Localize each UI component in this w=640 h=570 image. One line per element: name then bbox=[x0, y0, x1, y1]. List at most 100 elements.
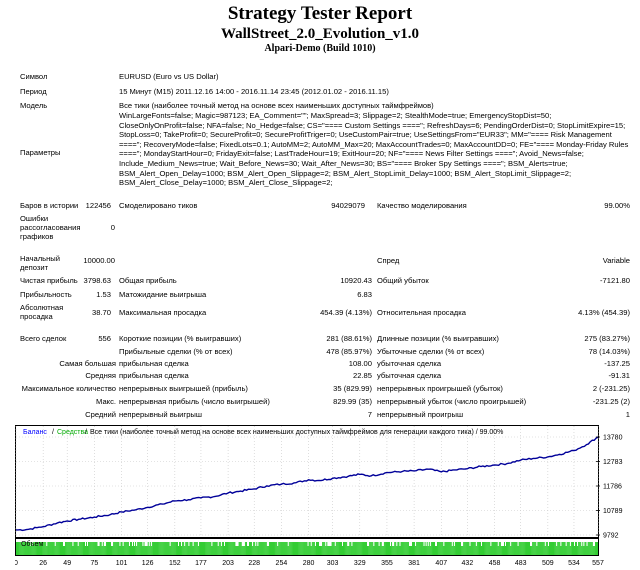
total-trades-label: Всего сделок bbox=[20, 334, 67, 343]
avg-cons-losses-value: 1 bbox=[625, 410, 630, 419]
ticks-value: 94029079 bbox=[331, 201, 365, 210]
y-tick-label: 12783 bbox=[603, 459, 623, 466]
x-tick-label: 177 bbox=[195, 560, 207, 567]
x-tick-label: 432 bbox=[462, 560, 474, 567]
x-tick-label: 329 bbox=[354, 560, 366, 567]
y-tick-label: 9792 bbox=[603, 533, 619, 540]
largest-label: Самая большая bbox=[59, 359, 116, 368]
expert-name: WallStreet_2.0_Evolution_v1.0 bbox=[220, 26, 420, 42]
x-tick-label: 355 bbox=[381, 560, 393, 567]
bars-label: Баров в истории bbox=[20, 201, 79, 210]
legend-balance: Баланс bbox=[23, 429, 47, 436]
x-tick-label: 228 bbox=[248, 560, 260, 567]
x-tick-label: 0 bbox=[15, 560, 18, 567]
rel-dd-label: Относительная просадка bbox=[377, 308, 466, 317]
errors-label: Ошибки рассогласования графиков bbox=[20, 214, 81, 241]
quality-value: 99.00% bbox=[604, 201, 630, 210]
net-profit-label: Чистая прибыль bbox=[20, 276, 78, 285]
legend-separator-1: / bbox=[52, 429, 54, 436]
x-tick-label: 49 bbox=[63, 560, 71, 567]
max-dd-label: Максимальная просадка bbox=[119, 308, 207, 317]
max-label: Макс. bbox=[96, 397, 116, 406]
loss-trades-value: 78 (14.03%) bbox=[588, 347, 630, 356]
payoff-value: 6.83 bbox=[357, 290, 372, 299]
x-tick-label: 534 bbox=[568, 560, 580, 567]
y-tick-label: 11786 bbox=[603, 484, 622, 491]
total-trades-value: 556 bbox=[98, 334, 111, 343]
long-label: Длинные позиции (% выигравших) bbox=[377, 334, 499, 343]
report-title: Strategy Tester Report bbox=[227, 3, 413, 24]
max-cons-losses-label: непрерывных проигрышей (убыток) bbox=[377, 384, 503, 393]
model-label: Модель bbox=[20, 101, 48, 110]
params-label: Параметры bbox=[20, 148, 61, 157]
gross-loss-value: -7121.80 bbox=[600, 276, 630, 285]
gross-profit-label: Общая прибыль bbox=[119, 276, 177, 285]
legend-text: Все тики (наиболее точный метод на основ… bbox=[90, 428, 503, 436]
avg-cons-wins-label: непрерывный выигрыш bbox=[119, 410, 202, 419]
quality-label: Качество моделирования bbox=[377, 201, 467, 210]
max-cons-wins-label: непрерывных выигрышей (прибыль) bbox=[119, 384, 248, 393]
abs-dd-value: 38.70 bbox=[91, 308, 111, 317]
average-profit-label: прибыльная сделка bbox=[119, 371, 189, 380]
legend-equity: Средства bbox=[57, 429, 88, 436]
spread-label: Спред bbox=[377, 256, 400, 265]
max-cons-loss-value: -231.25 (2) bbox=[592, 397, 630, 406]
x-tick-label: 152 bbox=[169, 560, 181, 567]
spread-value: Variable bbox=[602, 256, 630, 265]
gross-loss-label: Общий убыток bbox=[377, 276, 429, 285]
max-cons-wins-value: 35 (829.99) bbox=[333, 384, 372, 393]
x-tick-label: 126 bbox=[142, 560, 154, 567]
max-cons-profit-label: непрерывная прибыль (число выигрышей) bbox=[119, 397, 270, 406]
max-dd-value: 454.39 (4.13%) bbox=[320, 308, 372, 317]
chart-grid bbox=[15, 426, 599, 537]
params-value: WinLargeFonts=false; Magic=987123; EA_Co… bbox=[119, 111, 629, 188]
x-tick-label: 407 bbox=[435, 560, 447, 567]
model-value: Все тики (наиболее точный метод на основ… bbox=[119, 101, 434, 110]
deposit-label: Начальный депозит bbox=[20, 254, 61, 272]
symbol-label: Символ bbox=[20, 72, 48, 81]
payoff-label: Матожидание выигрыша bbox=[119, 290, 207, 299]
avg-label: Средний bbox=[85, 410, 116, 419]
long-value: 275 (83.27%) bbox=[584, 334, 630, 343]
short-value: 281 (88.61%) bbox=[326, 334, 372, 343]
x-tick-label: 509 bbox=[542, 560, 554, 567]
largest-profit-value: 108.00 bbox=[348, 359, 372, 368]
average-loss-label: убыточная сделка bbox=[377, 371, 442, 380]
profit-trades-value: 478 (85.97%) bbox=[326, 347, 372, 356]
deposit-value: 10000.00 bbox=[83, 256, 115, 265]
avg-cons-losses-label: непрерывный проигрыш bbox=[377, 410, 464, 419]
x-axis-ticks: 0 26 49 75 101 126 152 177 203 228 254 280 303 329 355… bbox=[15, 560, 604, 567]
largest-profit-label: прибыльная сделка bbox=[119, 359, 189, 368]
ticks-label: Смоделировано тиков bbox=[119, 201, 198, 210]
x-tick-label: 254 bbox=[276, 560, 288, 567]
gross-profit-value: 10920.43 bbox=[340, 276, 372, 285]
x-tick-label: 101 bbox=[116, 560, 128, 567]
profit-factor-value: 1.53 bbox=[96, 290, 111, 299]
x-tick-label: 458 bbox=[489, 560, 501, 567]
largest-loss-value: -137.25 bbox=[604, 359, 630, 368]
balance-chart: Баланс / Средства / Все тики (наиболее т… bbox=[15, 425, 623, 567]
x-tick-label: 203 bbox=[222, 560, 234, 567]
max-cons-profit-value: 829.99 (35) bbox=[333, 397, 372, 406]
short-label: Короткие позиции (% выигравших) bbox=[119, 334, 242, 343]
x-tick-label: 26 bbox=[39, 560, 47, 567]
largest-loss-label: убыточная сделка bbox=[377, 359, 442, 368]
period-label: Период bbox=[20, 87, 47, 96]
server-info: Alpari-Demo (Build 1010) bbox=[264, 43, 376, 54]
x-tick-label: 75 bbox=[90, 560, 98, 567]
rel-dd-value: 4.13% (454.39) bbox=[578, 308, 630, 317]
volume-bars bbox=[16, 542, 598, 555]
max-count-label: Максимальное количество bbox=[21, 384, 116, 393]
max-cons-losses-value: 2 (-231.25) bbox=[592, 384, 630, 393]
balance-line bbox=[16, 436, 599, 532]
max-cons-loss-label: непрерывный убыток (число проигрышей) bbox=[377, 397, 527, 406]
errors-value: 0 bbox=[110, 223, 115, 232]
avg-cons-wins-value: 7 bbox=[367, 410, 372, 419]
period-value: 15 Минут (M15) 2011.12.16 14:00 - 2016.1… bbox=[119, 87, 389, 96]
y-tick-label: 13780 bbox=[603, 435, 623, 442]
net-profit-value: 3798.63 bbox=[83, 276, 111, 285]
x-tick-label: 381 bbox=[408, 560, 420, 567]
average-loss-value: -91.31 bbox=[608, 371, 630, 380]
bars-value: 122456 bbox=[85, 201, 111, 210]
volume-label: Объем bbox=[21, 540, 43, 548]
